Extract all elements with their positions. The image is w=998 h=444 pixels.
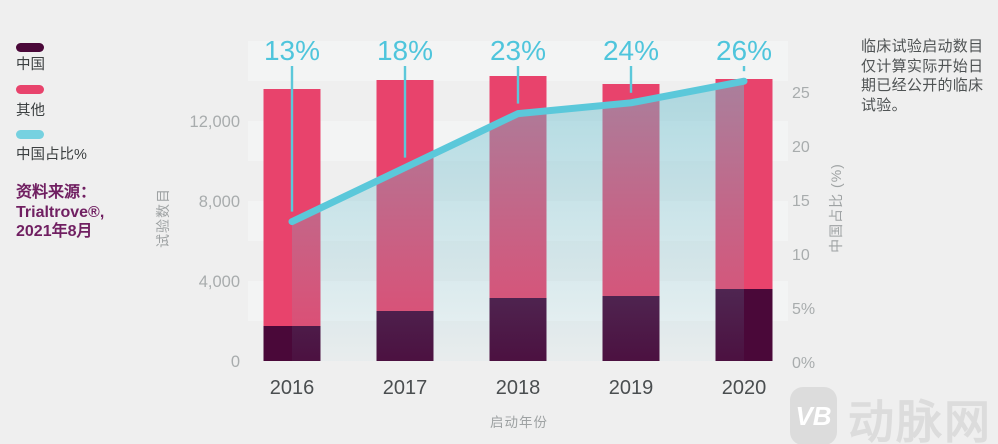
right-axis-tick: 10 bbox=[792, 247, 810, 264]
right-axis-tick: 0% bbox=[792, 355, 815, 372]
methodology-note: 临床试验启动数目 仅计算实际开始日 期已经公开的临床 试验。 bbox=[861, 37, 983, 115]
source-line: 2021年8月 bbox=[16, 223, 93, 240]
x-axis-label-2016: 2016 bbox=[270, 377, 315, 399]
note-line: 期已经公开的临床 bbox=[861, 77, 984, 94]
note-line: 临床试验启动数目 bbox=[861, 38, 984, 55]
legend-pill-others bbox=[16, 85, 44, 94]
legend-label-others: 其他 bbox=[16, 103, 45, 119]
left-axis-tick: 4,000 bbox=[199, 273, 240, 291]
pct-label-2016: 13% bbox=[264, 35, 320, 66]
note-line: 仅计算实际开始日 bbox=[861, 57, 984, 75]
china-share-area bbox=[292, 81, 744, 361]
watermark-brand-text: 动脉网 bbox=[848, 396, 992, 444]
x-axis-label-2018: 2018 bbox=[496, 377, 541, 399]
x-axis-title: 启动年份 bbox=[490, 415, 548, 430]
vb-logo-text: VB bbox=[795, 400, 832, 431]
source-line: Trialtrove®, bbox=[16, 203, 105, 221]
note-line: 试验。 bbox=[861, 96, 907, 114]
right-axis-title: 中国占比 (%) bbox=[828, 163, 844, 253]
pct-label-2018: 23% bbox=[490, 35, 546, 66]
left-axis-title: 试验数目 bbox=[155, 188, 171, 248]
right-axis-tick: 25 bbox=[792, 85, 810, 102]
right-axis-tick: 5% bbox=[792, 301, 815, 318]
x-axis-label-2017: 2017 bbox=[383, 377, 428, 399]
data-source-note: 资料来源： Trialtrove®, 2021年8月 bbox=[16, 183, 104, 242]
pct-label-2017: 18% bbox=[377, 35, 433, 66]
source-line: 资料来源： bbox=[16, 184, 97, 201]
legend-label-china-share: 中国占比% bbox=[16, 147, 87, 163]
legend-pill-china bbox=[16, 43, 44, 52]
left-axis-tick: 12,000 bbox=[190, 113, 240, 131]
legend-label-china: 中国 bbox=[16, 57, 45, 73]
x-axis-label-2020: 2020 bbox=[722, 377, 767, 399]
right-axis-tick: 20 bbox=[792, 139, 810, 156]
left-axis-tick: 8,000 bbox=[199, 193, 240, 211]
vb-logo-icon: VB bbox=[790, 387, 837, 444]
pct-label-2019: 24% bbox=[603, 35, 659, 66]
right-axis-tick: 15 bbox=[792, 193, 810, 210]
left-axis-tick: 0 bbox=[231, 353, 240, 371]
x-axis-label-2019: 2019 bbox=[609, 377, 654, 399]
pct-label-2020: 26% bbox=[716, 35, 772, 66]
legend-pill-china-share bbox=[16, 130, 44, 139]
china-share-line bbox=[288, 77, 748, 226]
